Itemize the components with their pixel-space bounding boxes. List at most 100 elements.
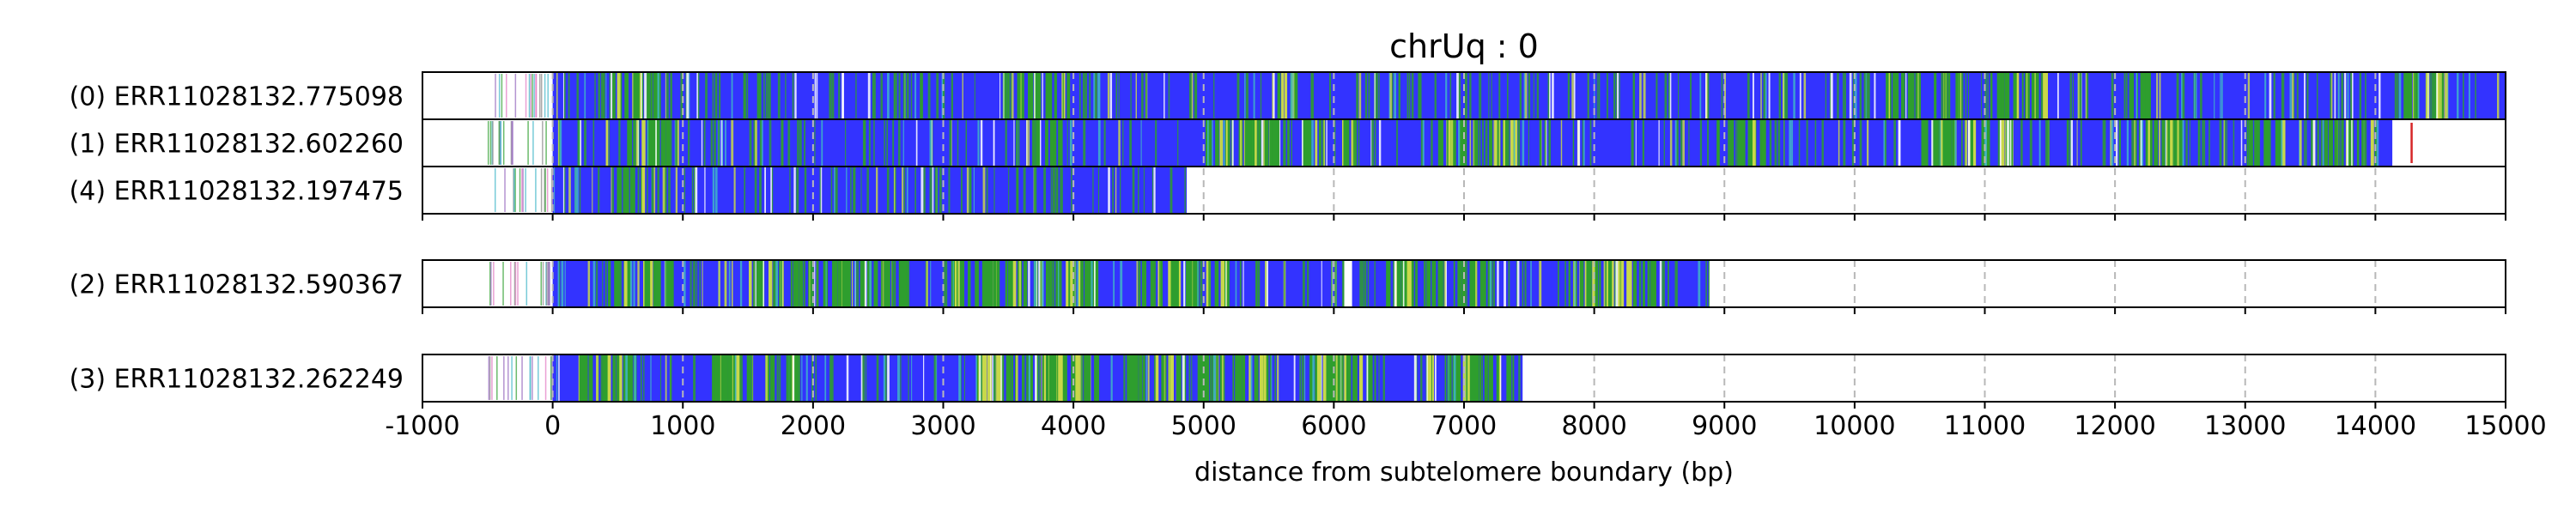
- variant-stripe: [2374, 120, 2378, 166]
- variant-stripe: [1863, 73, 1866, 118]
- variant-stripe: [720, 355, 726, 401]
- variant-stripe: [557, 120, 560, 166]
- variant-stripe: [1463, 120, 1467, 166]
- variant-stripe: [886, 261, 888, 306]
- variant-stripe: [1990, 73, 1993, 118]
- variant-stripe: [2085, 73, 2088, 118]
- variant-stripe: [1302, 120, 1305, 166]
- variant-stripe: [1397, 261, 1400, 306]
- variant-stripe: [1359, 261, 1363, 306]
- variant-stripe: [931, 120, 933, 166]
- variant-stripe: [920, 73, 922, 118]
- telomere-mark: [546, 262, 548, 306]
- variant-stripe: [695, 167, 698, 213]
- variant-stripe: [665, 261, 670, 306]
- variant-stripe: [1456, 73, 1459, 118]
- variant-stripe: [1769, 120, 1772, 166]
- variant-stripe: [714, 73, 718, 118]
- variant-stripe: [2341, 73, 2344, 118]
- variant-stripe: [1803, 73, 1807, 118]
- variant-stripe: [1414, 261, 1417, 306]
- variant-stripe: [1307, 261, 1309, 306]
- variant-stripe: [1163, 73, 1165, 118]
- variant-stripe: [756, 261, 760, 306]
- variant-stripe: [558, 355, 560, 401]
- variant-stripe: [1110, 355, 1113, 401]
- variant-stripe: [1340, 355, 1342, 401]
- variant-stripe: [850, 167, 852, 213]
- variant-stripe: [1465, 355, 1467, 401]
- variant-stripe: [584, 73, 586, 118]
- variant-stripe: [793, 261, 795, 306]
- variant-stripe: [1473, 120, 1479, 166]
- variant-stripe: [1194, 261, 1197, 306]
- variant-stripe: [617, 73, 620, 118]
- telomere-mark: [525, 74, 527, 118]
- variant-stripe: [756, 73, 760, 118]
- variant-stripe: [1378, 355, 1380, 401]
- variant-stripe: [804, 167, 807, 213]
- variant-stripe: [1290, 73, 1292, 118]
- variant-stripe: [2141, 73, 2145, 118]
- variant-stripe: [2104, 120, 2106, 166]
- variant-stripe: [835, 167, 837, 213]
- variant-stripe: [1120, 167, 1121, 213]
- read-track: [489, 261, 1710, 306]
- variant-stripe: [1092, 167, 1094, 213]
- variant-stripe: [846, 167, 848, 213]
- variant-stripe: [1388, 261, 1391, 306]
- variant-stripe: [1638, 261, 1642, 306]
- variant-stripe: [1097, 167, 1100, 213]
- variant-stripe: [1227, 261, 1230, 306]
- telomere-mark: [549, 262, 550, 306]
- variant-stripe: [1302, 120, 1303, 166]
- variant-stripe: [1239, 261, 1242, 306]
- variant-stripe: [1118, 120, 1121, 166]
- variant-stripe: [1170, 167, 1173, 213]
- variant-stripe: [801, 355, 803, 401]
- variant-stripe: [1859, 120, 1862, 166]
- variant-stripe: [1045, 73, 1049, 118]
- variant-stripe: [1084, 73, 1088, 118]
- variant-stripe: [1911, 73, 1915, 118]
- variant-stripe: [2281, 73, 2285, 118]
- variant-stripe: [759, 120, 762, 166]
- variant-stripe: [1052, 261, 1055, 306]
- variant-stripe: [2219, 120, 2222, 166]
- variant-stripe: [965, 120, 968, 166]
- variant-stripe: [856, 261, 858, 306]
- variant-stripe: [1089, 73, 1091, 118]
- variant-stripe: [568, 73, 570, 118]
- variant-stripe: [1246, 120, 1252, 166]
- variant-stripe: [1484, 355, 1486, 401]
- variant-stripe: [2123, 73, 2126, 118]
- variant-stripe: [1197, 261, 1199, 306]
- variant-stripe: [2296, 73, 2299, 118]
- variant-stripe: [2159, 73, 2161, 118]
- variant-stripe: [582, 355, 586, 401]
- variant-stripe: [637, 120, 639, 166]
- variant-stripe: [2020, 120, 2023, 166]
- variant-stripe: [2080, 120, 2082, 166]
- variant-stripe: [1219, 355, 1224, 401]
- variant-stripe: [1469, 120, 1472, 166]
- variant-stripe: [1420, 355, 1423, 401]
- variant-stripe: [1322, 355, 1327, 401]
- variant-stripe: [1215, 120, 1218, 166]
- variant-stripe: [1075, 355, 1080, 401]
- variant-stripe: [1447, 120, 1451, 166]
- variant-stripe: [640, 355, 642, 401]
- variant-stripe: [2136, 73, 2138, 118]
- variant-stripe: [939, 167, 942, 213]
- telomere-mark: [494, 168, 496, 212]
- variant-stripe: [903, 167, 906, 213]
- variant-stripe: [643, 261, 646, 306]
- telomere-mark: [489, 121, 492, 165]
- variant-stripe: [720, 120, 723, 166]
- variant-stripe: [2185, 120, 2188, 166]
- variant-stripe: [2341, 120, 2344, 166]
- variant-stripe: [703, 120, 706, 166]
- variant-stripe: [1793, 73, 1795, 118]
- variant-stripe: [651, 120, 656, 166]
- variant-stripe: [788, 355, 790, 401]
